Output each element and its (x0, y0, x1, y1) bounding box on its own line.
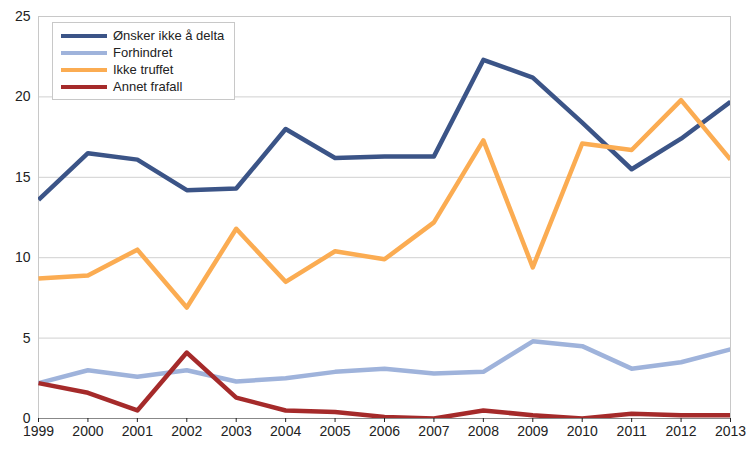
html-text:Forhindret: Forhindret (113, 45, 173, 60)
html-text:Annet frafall: Annet frafall (113, 79, 183, 94)
svg-text:2008: 2008 (468, 423, 499, 439)
svg-text:2000: 2000 (72, 423, 103, 439)
svg-text:2009: 2009 (517, 423, 548, 439)
svg-text:20: 20 (15, 88, 31, 104)
svg-text:2001: 2001 (122, 423, 153, 439)
svg-text:2002: 2002 (171, 423, 202, 439)
svg-text:5: 5 (23, 330, 31, 346)
svg-text:0: 0 (23, 410, 31, 426)
svg-text:2003: 2003 (221, 423, 252, 439)
svg-text:2007: 2007 (418, 423, 449, 439)
svg-text:10: 10 (15, 249, 31, 265)
svg-text:2006: 2006 (369, 423, 400, 439)
svg-text:2010: 2010 (567, 423, 598, 439)
html-text:Ikke truffet: Ikke truffet (113, 62, 174, 77)
html-text:Ønsker ikke å delta: Ønsker ikke å delta (113, 28, 225, 43)
svg-text:2004: 2004 (270, 423, 301, 439)
svg-text:25: 25 (15, 8, 31, 24)
svg-text:2013: 2013 (715, 423, 746, 439)
svg-text:15: 15 (15, 169, 31, 185)
svg-text:1999: 1999 (22, 423, 55, 440)
svg-text:2012: 2012 (665, 423, 696, 439)
svg-text:2005: 2005 (319, 423, 350, 439)
svg-text:2011: 2011 (617, 423, 647, 439)
